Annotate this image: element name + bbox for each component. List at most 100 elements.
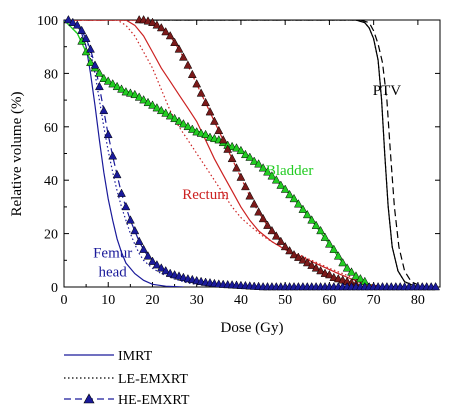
femur-head-he-emxrt-marker bbox=[68, 17, 78, 26]
rectum-he-emxrt-marker bbox=[249, 199, 259, 208]
rectum-he-emxrt-marker bbox=[201, 97, 211, 107]
rectum-he-emxrt-marker bbox=[178, 52, 188, 61]
rectum-he-emxrt-marker bbox=[148, 17, 157, 26]
rectum-he-emxrt-marker bbox=[156, 22, 166, 32]
femur-head-he-emxrt-marker bbox=[86, 44, 95, 53]
rectum-he-emxrt-marker bbox=[205, 107, 215, 116]
annotation-ptv: PTV bbox=[373, 83, 402, 99]
rectum-he-emxrt-marker bbox=[214, 125, 224, 135]
femur-head-he-emxrt-marker bbox=[117, 188, 126, 197]
femur-head-he-emxrt-marker bbox=[130, 225, 140, 235]
rectum-he-emxrt-marker bbox=[152, 20, 162, 29]
bladder-he-emxrt-marker bbox=[271, 175, 281, 184]
bladder-he-emxrt-marker bbox=[174, 116, 184, 125]
y-tick-label: 60 bbox=[44, 121, 58, 136]
marker-layer bbox=[63, 14, 441, 291]
bladder-he-emxrt-marker bbox=[316, 225, 326, 235]
rectum-he-emxrt-marker bbox=[311, 263, 321, 272]
rectum-he-emxrt-marker bbox=[196, 88, 206, 97]
annotation-femur: Femur bbox=[93, 246, 132, 262]
rectum-he-emxrt-marker bbox=[289, 249, 299, 259]
rectum-he-emxrt-marker bbox=[258, 213, 268, 223]
rectum-he-emxrt-marker bbox=[240, 181, 250, 191]
femur-head-he-emxrt-marker bbox=[134, 236, 144, 245]
femur-head-he-emxrt-marker bbox=[156, 263, 166, 272]
femur-head-he-emxrt-marker bbox=[152, 260, 162, 269]
bladder-he-emxrt-marker bbox=[298, 204, 308, 213]
y-tick-label: 20 bbox=[44, 228, 58, 243]
bladder-he-emxrt-marker bbox=[187, 124, 197, 133]
legend-he-marker bbox=[83, 393, 95, 404]
bladder-he-emxrt-marker bbox=[320, 232, 330, 241]
rectum-he-emxrt-marker bbox=[267, 225, 277, 235]
femur-head-he-emxrt-marker bbox=[99, 105, 109, 115]
femur-head-he-emxrt-marker bbox=[125, 215, 135, 224]
tick-labels: 0 10 20 30 40 50 60 70 80 0 20 40 60 80 100 bbox=[37, 14, 425, 308]
bladder-he-emxrt-marker bbox=[143, 97, 153, 107]
rectum-he-emxrt-marker bbox=[218, 135, 228, 144]
bladder-he-emxrt-marker bbox=[245, 152, 255, 161]
rectum-he-emxrt-marker bbox=[161, 26, 171, 36]
rectum-he-emxrt-marker bbox=[316, 265, 326, 275]
bladder-he-emxrt-marker bbox=[289, 193, 299, 203]
bladder-he-emxrt-marker bbox=[347, 267, 356, 276]
rectum-he-emxrt-marker bbox=[245, 191, 255, 200]
y-tick-label: 80 bbox=[44, 67, 58, 82]
x-tick-label: 70 bbox=[367, 293, 381, 308]
bladder-he-emxrt-marker bbox=[236, 145, 246, 155]
bladder-he-emxrt-marker bbox=[263, 167, 272, 176]
legend-imrt-label: IMRT bbox=[118, 349, 153, 364]
bladder-he-emxrt-marker bbox=[99, 73, 109, 82]
rectum-he-emxrt-marker bbox=[307, 260, 317, 269]
x-tick-label: 0 bbox=[61, 293, 68, 308]
bladder-he-emxrt-marker bbox=[338, 257, 348, 267]
x-axis-title: Dose (Gy) bbox=[221, 320, 284, 336]
bladder-he-emxrt-marker bbox=[183, 121, 193, 131]
bladder-he-emxrt-marker bbox=[134, 92, 144, 101]
bladder-he-emxrt-marker bbox=[311, 220, 321, 229]
femur-head-he-emxrt-marker bbox=[81, 33, 91, 42]
bladder-he-emxrt-line bbox=[64, 20, 383, 287]
femur-head-he-emxrt-marker bbox=[103, 129, 113, 139]
rectum-he-emxrt-marker bbox=[227, 153, 237, 163]
bladder-he-emxrt-marker bbox=[152, 103, 162, 112]
rectum-he-emxrt-marker bbox=[183, 60, 193, 69]
rectum-he-emxrt-marker bbox=[276, 236, 286, 245]
femur-head-he-emxrt-marker bbox=[112, 169, 122, 179]
femur-head-he-emxrt-marker bbox=[90, 60, 100, 69]
x-tick-label: 10 bbox=[101, 293, 115, 308]
rectum-he-emxrt-marker bbox=[170, 37, 180, 46]
bladder-he-emxrt-marker bbox=[161, 108, 171, 117]
femur-head-he-emxrt-marker bbox=[161, 265, 171, 275]
rectum-he-emxrt-marker bbox=[324, 269, 334, 279]
femur-head-he-emxrt-marker bbox=[94, 81, 104, 91]
bladder-he-emxrt-marker bbox=[139, 95, 149, 104]
bladder-he-emxrt-marker bbox=[324, 239, 334, 248]
femur-head-he-emxrt-marker bbox=[63, 14, 73, 24]
bladder-he-emxrt-marker bbox=[293, 199, 303, 208]
x-tick-label: 20 bbox=[145, 293, 159, 308]
bladder-he-emxrt-marker bbox=[156, 105, 166, 115]
y-tick-label: 40 bbox=[44, 174, 58, 189]
bladder-he-emxrt-marker bbox=[165, 111, 175, 120]
rectum-he-emxrt-marker bbox=[293, 252, 303, 261]
legend-he-label: HE-EMXRT bbox=[118, 393, 190, 408]
x-tick-label: 30 bbox=[190, 293, 204, 308]
bladder-he-emxrt-marker bbox=[280, 184, 290, 193]
y-tick-label: 100 bbox=[37, 14, 58, 29]
femur-head-he-emxrt-marker bbox=[77, 25, 87, 34]
bladder-he-emxrt-marker bbox=[103, 76, 113, 85]
x-tick-label: 80 bbox=[411, 293, 425, 308]
rectum-he-emxrt-marker bbox=[285, 245, 295, 255]
rectum-he-emxrt-marker bbox=[298, 255, 308, 264]
bladder-he-emxrt-marker bbox=[201, 129, 211, 139]
femur-head-he-emxrt-marker bbox=[139, 244, 149, 253]
x-tick-label: 60 bbox=[322, 293, 336, 308]
bladder-he-emxrt-marker bbox=[86, 57, 95, 66]
annotation-head: head bbox=[98, 264, 127, 280]
femur-head-he-emxrt-marker bbox=[431, 281, 441, 291]
annotations: PTV Bladder Rectum Femur head bbox=[93, 83, 401, 281]
bladder-he-emxrt-marker bbox=[108, 79, 118, 88]
rectum-he-emxrt-marker bbox=[236, 172, 246, 181]
